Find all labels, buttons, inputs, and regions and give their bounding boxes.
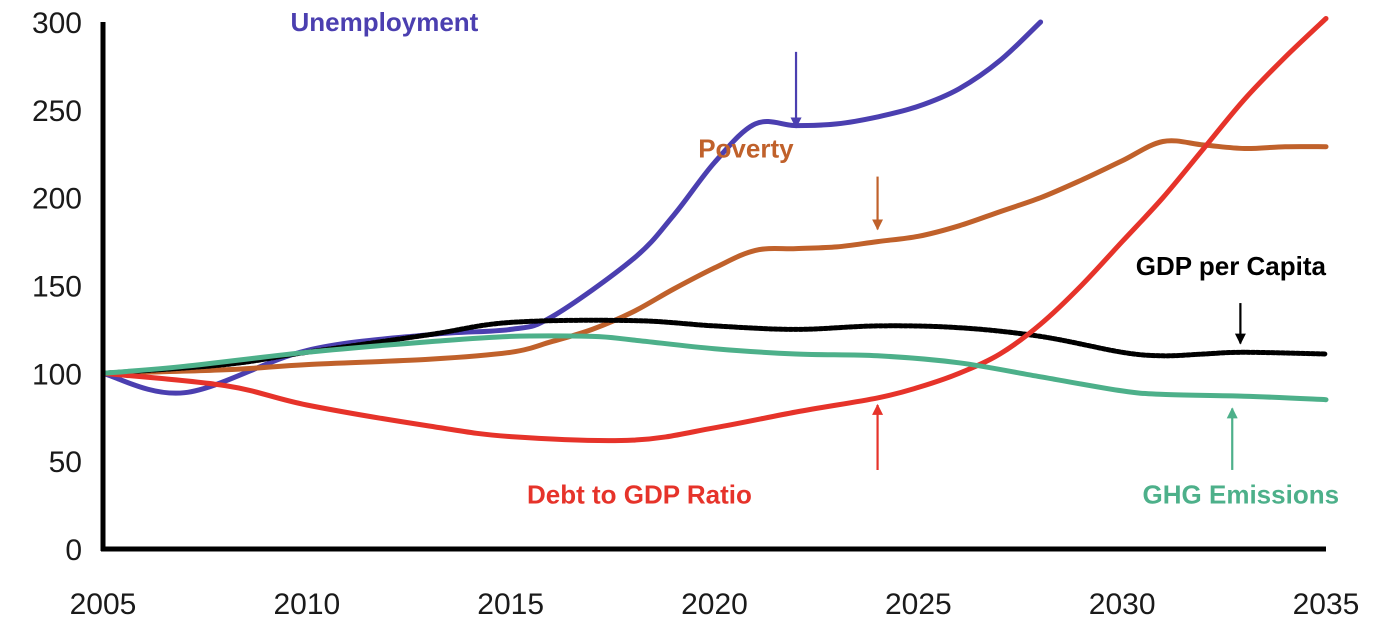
y-tick-label-200: 200 bbox=[32, 183, 82, 216]
y-axis-ticks: 0 50 100 150 200 250 300 bbox=[32, 7, 82, 567]
x-tick-label-2035: 2035 bbox=[1293, 588, 1360, 620]
y-tick-label-100: 100 bbox=[32, 358, 82, 391]
annotation-layer: Unemployment Poverty GDP per Capita Debt to… bbox=[291, 7, 1340, 510]
x-tick-label-2010: 2010 bbox=[273, 588, 340, 620]
annotation-label-ghg-emissions: GHG Emissions bbox=[1143, 479, 1340, 509]
x-tick-label-2005: 2005 bbox=[70, 588, 137, 620]
x-axis-ticks: 2005 2010 2015 2020 2025 2030 2035 bbox=[70, 588, 1360, 620]
annotation-label-poverty: Poverty bbox=[698, 133, 794, 163]
x-tick-label-2015: 2015 bbox=[477, 588, 544, 620]
series-line-poverty bbox=[100, 138, 1329, 376]
y-tick-label-300: 300 bbox=[32, 7, 82, 40]
series-line-debt-to-gdp-ratio bbox=[100, 16, 1329, 444]
series-layer bbox=[100, 16, 1329, 444]
y-tick-label-150: 150 bbox=[32, 271, 82, 304]
x-tick-label-2025: 2025 bbox=[885, 588, 952, 620]
y-tick-label-50: 50 bbox=[49, 446, 82, 479]
annotation-label-debt-to-gdp-ratio: Debt to GDP Ratio bbox=[527, 479, 752, 509]
x-tick-label-2020: 2020 bbox=[681, 588, 748, 620]
y-tick-label-250: 250 bbox=[32, 95, 82, 128]
series-line-unemployment bbox=[100, 19, 1044, 396]
annotation-label-gdp-per-capita: GDP per Capita bbox=[1136, 251, 1327, 281]
annotation-label-unemployment: Unemployment bbox=[291, 7, 479, 37]
series-line-ghg-emissions bbox=[100, 333, 1329, 403]
x-tick-label-2030: 2030 bbox=[1089, 588, 1156, 620]
y-tick-label-0: 0 bbox=[65, 534, 82, 567]
